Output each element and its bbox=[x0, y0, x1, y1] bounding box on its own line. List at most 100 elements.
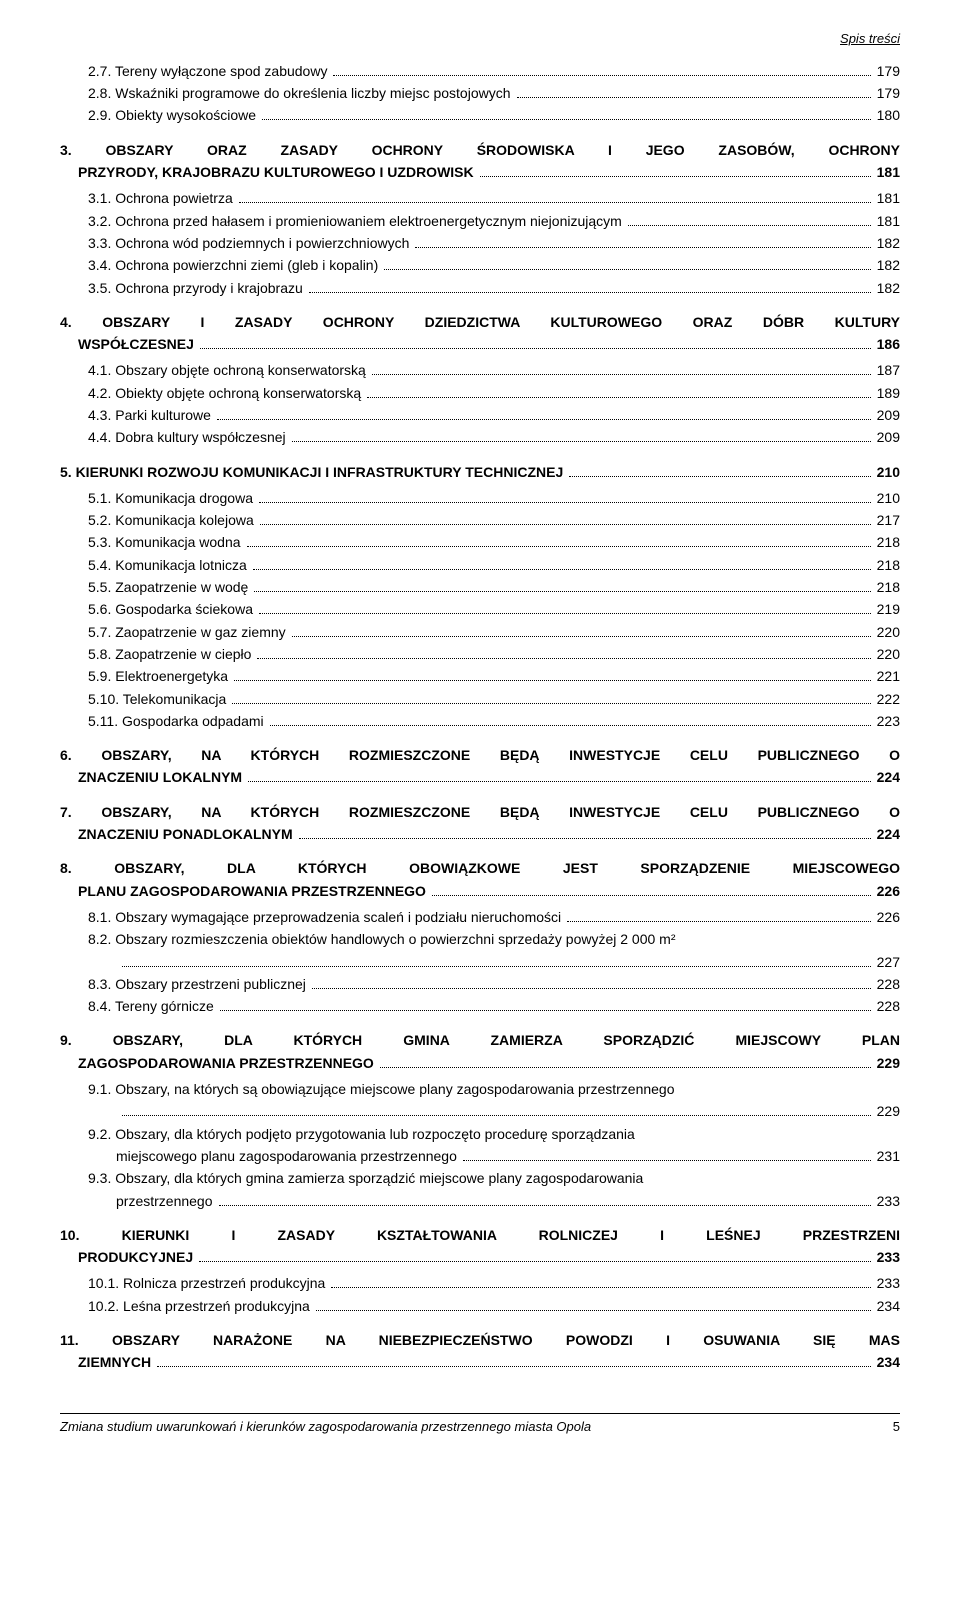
toc-page: 209 bbox=[873, 405, 900, 425]
toc-label: 5.1. Komunikacja drogowa bbox=[88, 488, 257, 508]
toc-label: 5.4. Komunikacja lotnicza bbox=[88, 555, 251, 575]
toc-line: 5. KIERUNKI ROZWOJU KOMUNIKACJI I INFRAS… bbox=[60, 462, 900, 482]
toc-leader-dots bbox=[331, 1287, 870, 1288]
footer-text: Zmiana studium uwarunkowań i kierunków z… bbox=[60, 1418, 591, 1437]
toc-label: 8.3. Obszary przestrzeni publicznej bbox=[88, 974, 310, 994]
toc-line: PRZYRODY, KRAJOBRAZU KULTUROWEGO I UZDRO… bbox=[78, 162, 900, 182]
toc-line: PLANU ZAGOSPODAROWANIA PRZESTRZENNEGO226 bbox=[78, 881, 900, 901]
toc-leader-dots bbox=[270, 725, 871, 726]
toc-line: 4.4. Dobra kultury współczesnej209 bbox=[88, 427, 900, 447]
toc-page: 179 bbox=[873, 83, 900, 103]
toc-leader-dots bbox=[463, 1160, 871, 1161]
toc-page: 224 bbox=[873, 767, 900, 787]
toc-label: 3.5. Ochrona przyrody i krajobrazu bbox=[88, 278, 307, 298]
toc-heading-line: 6. OBSZARY, NA KTÓRYCH ROZMIESZCZONE BĘD… bbox=[60, 745, 900, 765]
toc-label: PLANU ZAGOSPODAROWANIA PRZESTRZENNEGO bbox=[78, 881, 430, 901]
toc-leader-dots bbox=[259, 502, 871, 503]
toc-leader-dots bbox=[367, 397, 870, 398]
toc-leader-dots bbox=[232, 703, 870, 704]
toc-leader-dots bbox=[309, 292, 871, 293]
toc-leader-dots bbox=[567, 921, 871, 922]
toc-heading: 9. OBSZARY, DLA KTÓRYCH GMINA ZAMIERZA S… bbox=[60, 1030, 900, 1073]
toc-label: 4.3. Parki kulturowe bbox=[88, 405, 215, 425]
toc-page: 228 bbox=[873, 974, 900, 994]
toc-label: ZNACZENIU LOKALNYM bbox=[78, 767, 246, 787]
toc-line: 5.8. Zaopatrzenie w ciepło220 bbox=[88, 644, 900, 664]
toc-leader-dots bbox=[254, 591, 870, 592]
toc-leader-dots bbox=[312, 988, 871, 989]
toc-leader-dots bbox=[259, 613, 871, 614]
toc-page: 220 bbox=[873, 644, 900, 664]
toc-line: 5.1. Komunikacja drogowa210 bbox=[88, 488, 900, 508]
toc-line: ZNACZENIU LOKALNYM 224 bbox=[78, 767, 900, 787]
toc-line: 2.7. Tereny wyłączone spod zabudowy179 bbox=[88, 61, 900, 81]
toc-leader-dots bbox=[217, 419, 871, 420]
toc-leader-dots bbox=[380, 1067, 871, 1068]
toc-label: PRODUKCYJNEJ bbox=[78, 1247, 197, 1267]
toc-page: 218 bbox=[873, 577, 900, 597]
page-footer: Zmiana studium uwarunkowań i kierunków z… bbox=[60, 1413, 900, 1437]
toc-line: 5.5. Zaopatrzenie w wodę 218 bbox=[88, 577, 900, 597]
toc-sub-wrap: 9.1. Obszary, na których są obowiązujące… bbox=[88, 1079, 900, 1122]
toc-page: 187 bbox=[873, 360, 900, 380]
toc-label: 9.3. Obszary, dla których gmina zamierza… bbox=[88, 1168, 900, 1188]
toc-page: 218 bbox=[873, 532, 900, 552]
toc-line: 2.8. Wskaźniki programowe do określenia … bbox=[88, 83, 900, 103]
toc-line: 5.3. Komunikacja wodna218 bbox=[88, 532, 900, 552]
toc-page: 233 bbox=[873, 1247, 900, 1267]
toc-page: 210 bbox=[873, 462, 900, 482]
toc-line: PRODUKCYJNEJ 233 bbox=[78, 1247, 900, 1267]
toc-leader-dots bbox=[234, 680, 871, 681]
toc-label: 2.9. Obiekty wysokościowe bbox=[88, 105, 260, 125]
toc-page: 189 bbox=[873, 383, 900, 403]
toc-page: 181 bbox=[873, 162, 900, 182]
toc-leader-dots bbox=[253, 569, 871, 570]
toc-page: 186 bbox=[873, 334, 900, 354]
toc-label: 8.4. Tereny górnicze bbox=[88, 996, 218, 1016]
toc-line: 3.1. Ochrona powietrza181 bbox=[88, 188, 900, 208]
toc-label: PRZYRODY, KRAJOBRAZU KULTUROWEGO I UZDRO… bbox=[78, 162, 478, 182]
toc-label: ZAGOSPODAROWANIA PRZESTRZENNEGO bbox=[78, 1053, 378, 1073]
toc-page: 226 bbox=[873, 907, 900, 927]
toc-page: 223 bbox=[873, 711, 900, 731]
toc-label: 8.1. Obszary wymagające przeprowadzenia … bbox=[88, 907, 565, 927]
toc-leader-dots bbox=[247, 546, 871, 547]
toc-page: 234 bbox=[873, 1352, 900, 1372]
toc-heading: 6. OBSZARY, NA KTÓRYCH ROZMIESZCZONE BĘD… bbox=[60, 745, 900, 788]
toc-label: 5.10. Telekomunikacja bbox=[88, 689, 230, 709]
toc-heading-line: 4. OBSZARY I ZASADY OCHRONY DZIEDZICTWA … bbox=[60, 312, 900, 332]
toc-leader-dots bbox=[292, 636, 871, 637]
toc-label: 5.11. Gospodarka odpadami bbox=[88, 711, 268, 731]
toc-leader-dots bbox=[316, 1310, 871, 1311]
toc-page: 218 bbox=[873, 555, 900, 575]
toc-page: 233 bbox=[873, 1191, 900, 1211]
toc-label: ZIEMNYCH bbox=[78, 1352, 155, 1372]
toc-label: 3.4. Ochrona powierzchni ziemi (gleb i k… bbox=[88, 255, 382, 275]
toc-leader-dots bbox=[517, 97, 871, 98]
toc-heading-line: 3. OBSZARY ORAZ ZASADY OCHRONY ŚRODOWISK… bbox=[60, 140, 900, 160]
toc-line: 8.4. Tereny górnicze228 bbox=[88, 996, 900, 1016]
toc-leader-dots bbox=[248, 781, 871, 782]
toc-line: 5.11. Gospodarka odpadami 223 bbox=[88, 711, 900, 731]
toc-line: 3.4. Ochrona powierzchni ziemi (gleb i k… bbox=[88, 255, 900, 275]
toc-page: 227 bbox=[873, 952, 900, 972]
toc-leader-dots bbox=[260, 524, 871, 525]
toc-label: ZNACZENIU PONADLOKALNYM bbox=[78, 824, 297, 844]
toc-label: 5.5. Zaopatrzenie w wodę bbox=[88, 577, 252, 597]
toc-heading-line: 9. OBSZARY, DLA KTÓRYCH GMINA ZAMIERZA S… bbox=[60, 1030, 900, 1050]
toc-page: 180 bbox=[873, 105, 900, 125]
toc-page: 219 bbox=[873, 599, 900, 619]
toc-leader-dots bbox=[257, 658, 870, 659]
toc-label: 3.3. Ochrona wód podziemnych i powierzch… bbox=[88, 233, 413, 253]
toc-page: 179 bbox=[873, 61, 900, 81]
toc-page: 217 bbox=[873, 510, 900, 530]
toc-line: 3.3. Ochrona wód podziemnych i powierzch… bbox=[88, 233, 900, 253]
toc-sub-wrap: 9.2. Obszary, dla których podjęto przygo… bbox=[88, 1124, 900, 1167]
toc-heading: 10. KIERUNKI I ZASADY KSZTAŁTOWANIA ROLN… bbox=[60, 1225, 900, 1268]
toc-label: 3.2. Ochrona przed hałasem i promieniowa… bbox=[88, 211, 626, 231]
toc-page: 222 bbox=[873, 689, 900, 709]
toc-leader-dots bbox=[219, 1205, 871, 1206]
toc-page: 231 bbox=[873, 1146, 900, 1166]
toc-leader-dots bbox=[122, 1115, 871, 1116]
toc-page: 221 bbox=[873, 666, 900, 686]
